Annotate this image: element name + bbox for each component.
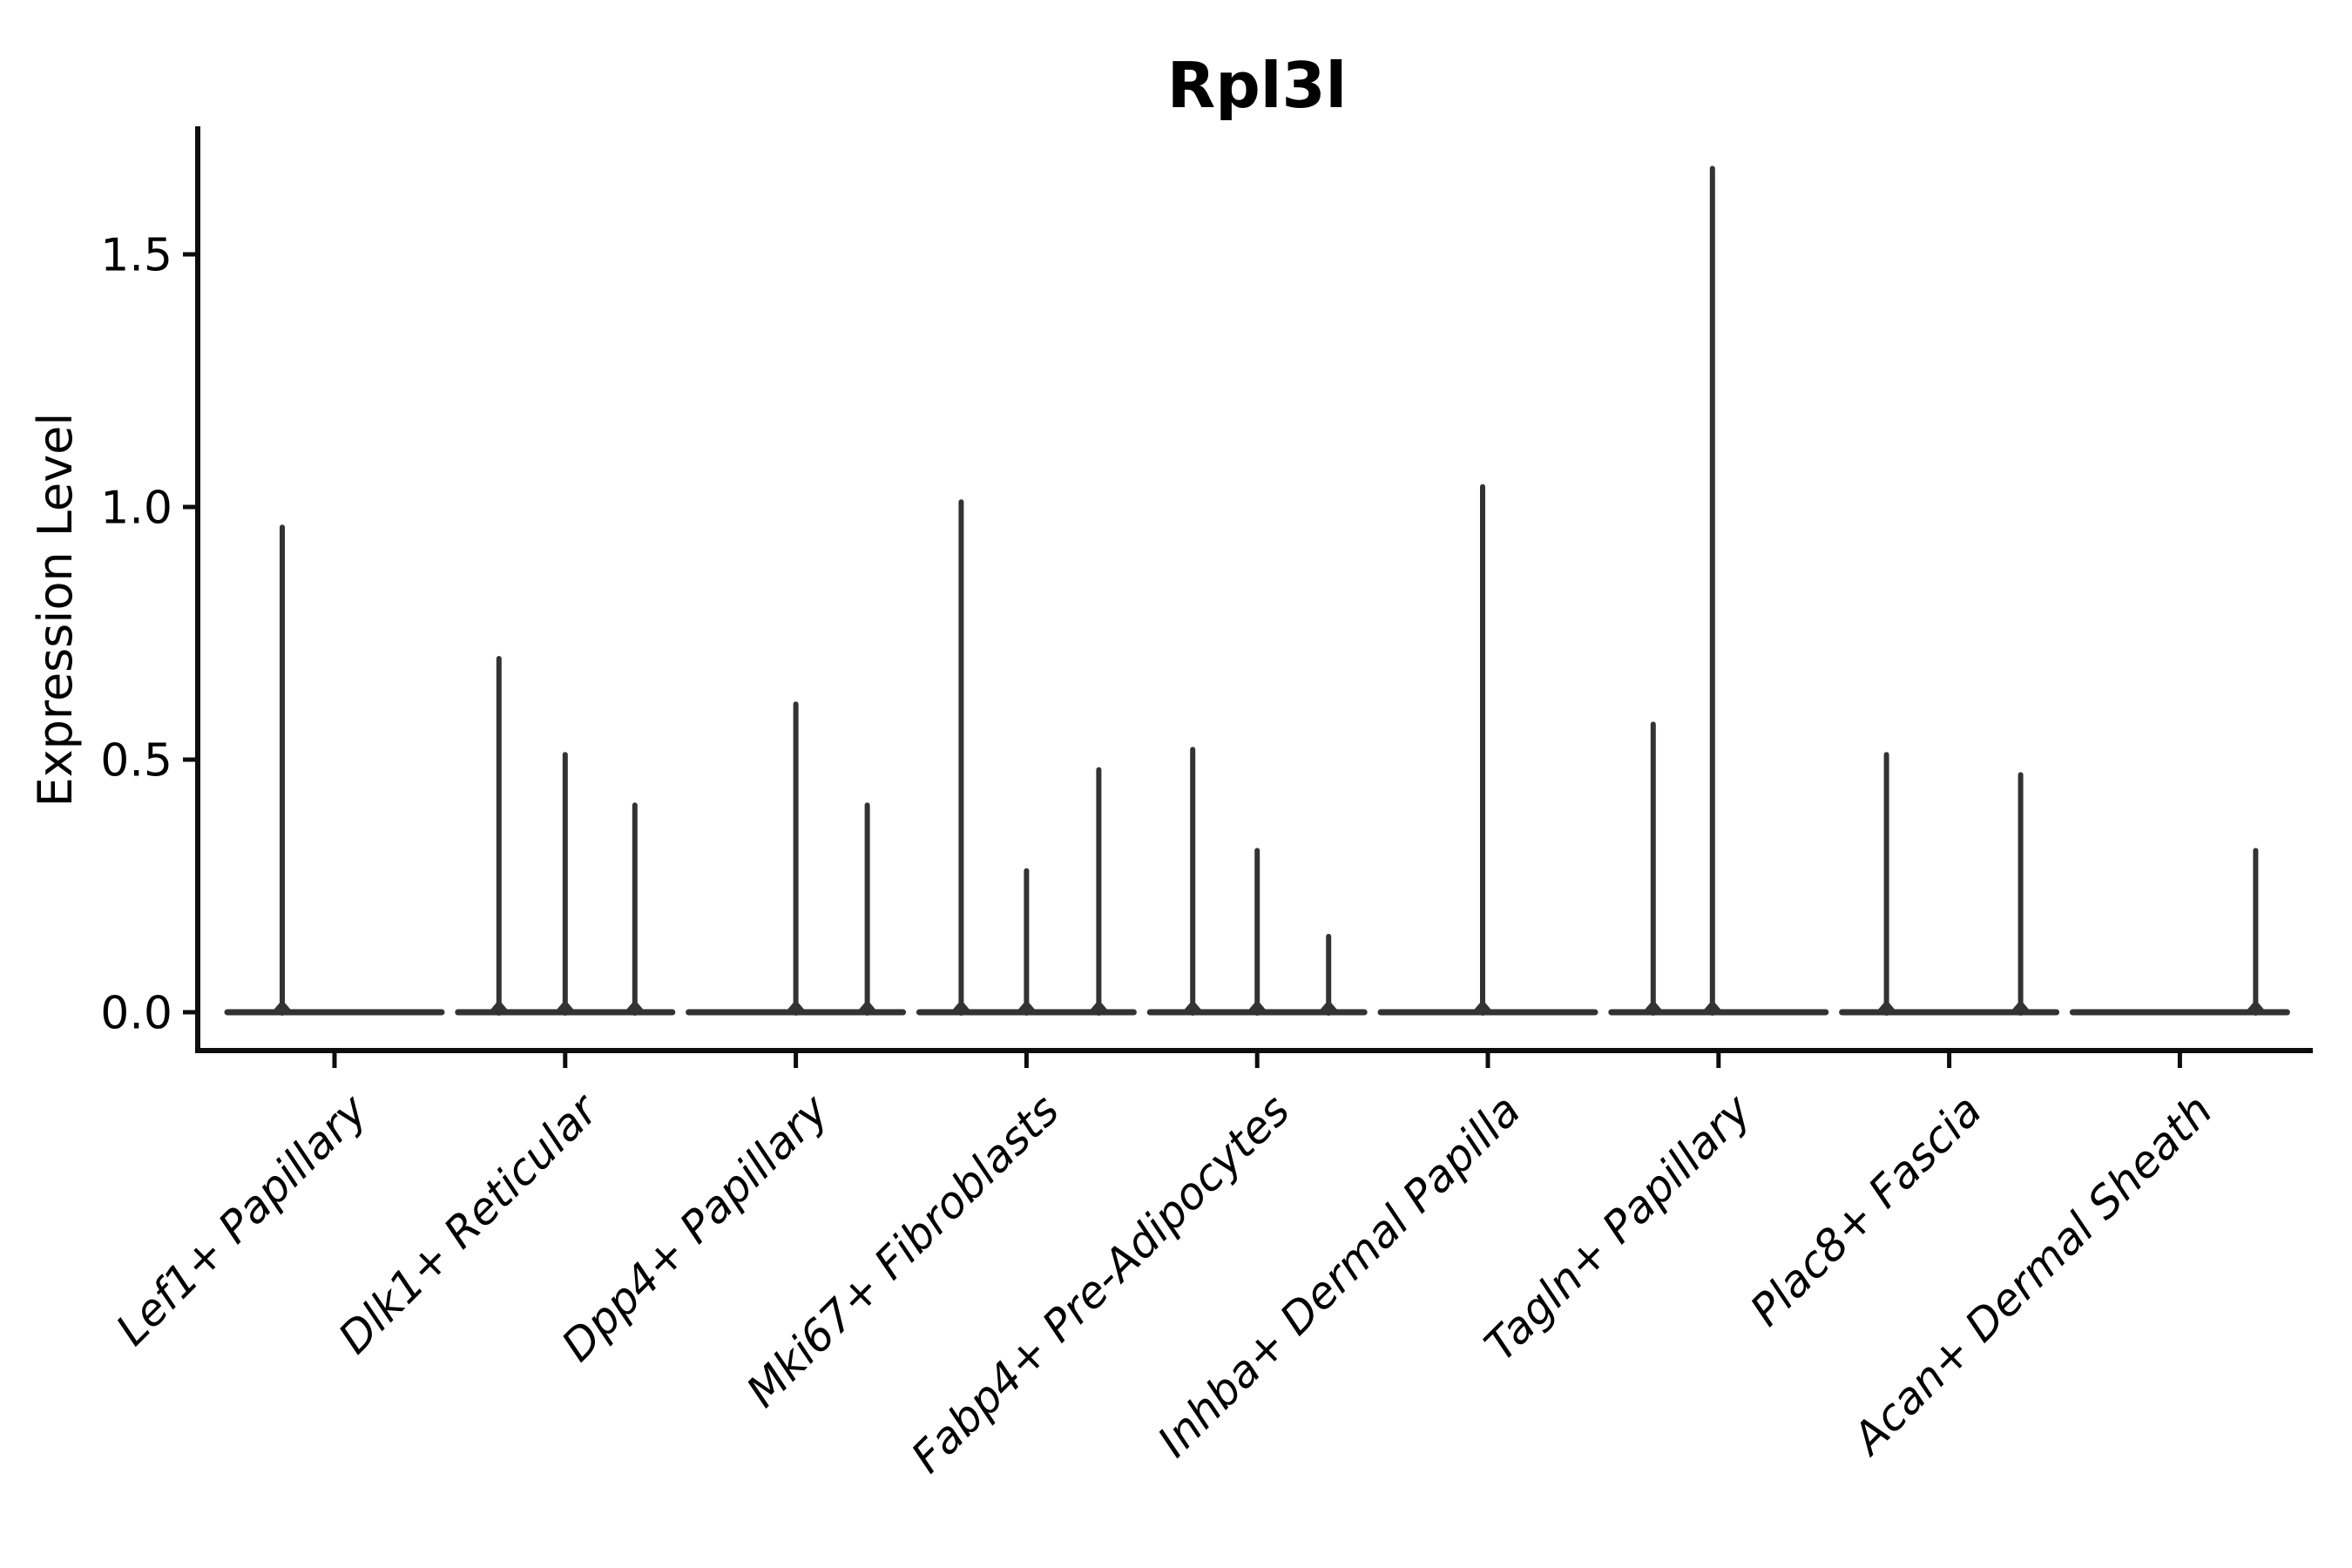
y-tick-label: 0.5 <box>100 735 172 787</box>
x-tick-label: Plac8+ Fascia <box>1740 1085 1991 1335</box>
x-tick-label: Lef1+ Papillary <box>106 1084 377 1355</box>
y-tick-label: 1.5 <box>100 230 172 282</box>
y-tick-label: 0.0 <box>100 988 172 1040</box>
x-tick-label: Fabp4+ Pre-Adipocytes <box>902 1085 1300 1483</box>
chart-title: Rpl3l <box>1166 49 1348 122</box>
y-tick-label: 1.0 <box>100 483 172 535</box>
